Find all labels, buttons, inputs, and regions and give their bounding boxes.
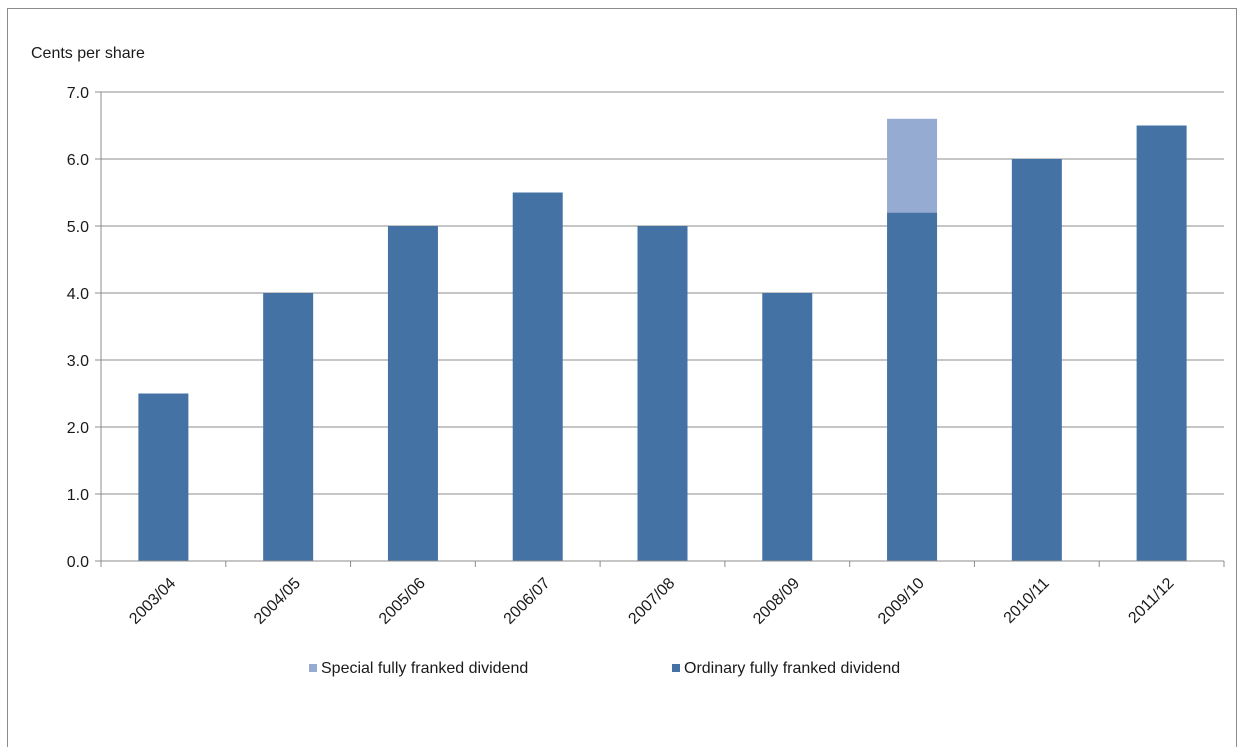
bar [387,226,438,561]
y-axis-title: Cents per share [31,45,145,62]
bar [637,226,688,561]
bar [887,118,938,213]
bar [263,293,314,561]
x-tick-label: 2004/05 [251,575,304,628]
x-tick-label: 2005/06 [376,575,429,628]
bar [762,293,813,561]
y-tick-label: 0.0 [67,554,89,571]
x-tick-label: 2009/10 [875,575,928,628]
bars [138,118,1187,561]
legend-label: Ordinary fully franked dividend [684,660,900,677]
x-tick-label: 2010/11 [1001,575,1053,627]
bar [887,212,938,561]
x-tick-label: 2003/04 [126,575,179,628]
legend: Special fully franked dividend Ordinary f… [309,660,900,677]
legend-swatch [309,664,317,672]
bar [138,393,189,561]
bar [1136,125,1187,561]
y-tick-label: 7.0 [67,85,89,102]
y-tick-label: 2.0 [67,420,89,437]
bar [1011,159,1062,561]
bar [512,192,563,561]
x-tick-label: 2008/09 [750,575,803,628]
y-tick-label: 3.0 [67,353,89,370]
x-tick-label: 2006/07 [501,575,554,628]
legend-swatch [672,664,680,672]
y-tick-label: 5.0 [67,219,89,236]
x-tick-label: 2011/12 [1125,575,1177,627]
y-tick-label: 1.0 [67,487,89,504]
legend-label: Special fully franked dividend [321,660,528,677]
x-tick-label: 2007/08 [625,575,678,628]
y-tick-label: 4.0 [67,286,89,303]
y-tick-label: 6.0 [67,152,89,169]
